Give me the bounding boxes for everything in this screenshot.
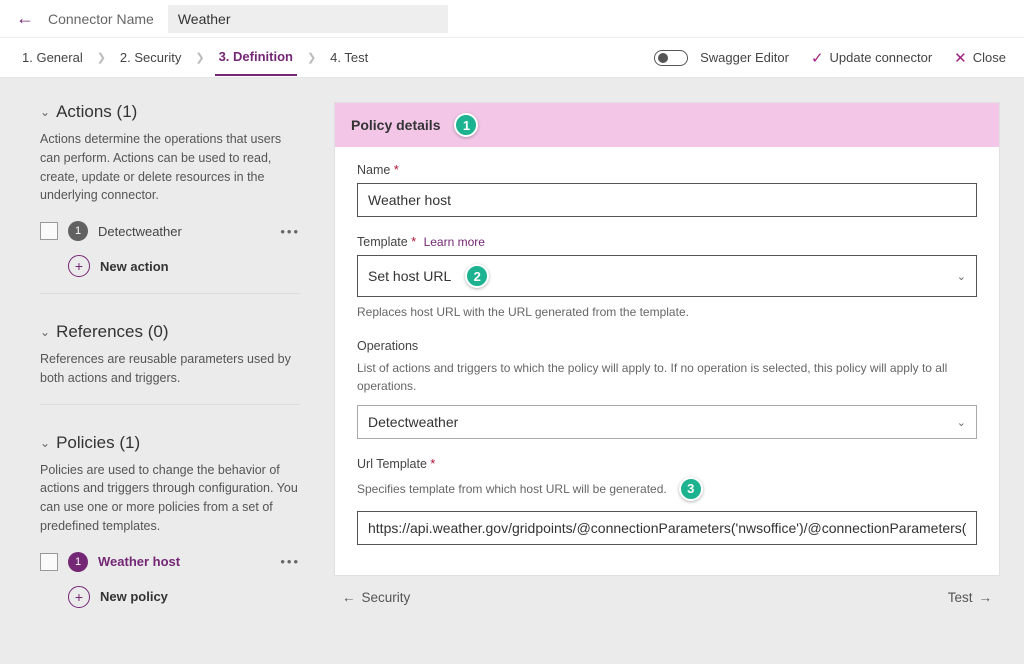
url-template-label: Url Template *: [357, 457, 977, 471]
learn-more-link[interactable]: Learn more: [424, 235, 485, 249]
callout-badge-1: 1: [454, 113, 478, 137]
item-badge: 1: [68, 221, 88, 241]
plus-icon: +: [68, 255, 90, 277]
url-template-help: Specifies template from which host URL w…: [357, 480, 667, 498]
chevron-right-icon: ❯: [97, 51, 106, 64]
operations-label: Operations: [357, 339, 977, 353]
sidebar-references-header[interactable]: ⌄ References (0): [40, 322, 300, 342]
field-template: Template * Learn more Set host URL 2 ⌄ R…: [357, 235, 977, 321]
sidebar-references-desc: References are reusable parameters used …: [40, 350, 300, 388]
template-help: Replaces host URL with the URL generated…: [357, 303, 977, 321]
arrow-left-icon: ←: [342, 590, 356, 605]
sidebar-policy-item[interactable]: 1 Weather host •••: [40, 548, 300, 576]
close-label: Close: [973, 50, 1006, 65]
next-step-label: Test: [948, 590, 973, 605]
operations-select[interactable]: Detectweather ⌄: [357, 405, 977, 439]
sidebar-references-title: References (0): [56, 322, 168, 342]
sidebar-action-item[interactable]: 1 Detectweather •••: [40, 217, 300, 245]
required-indicator: *: [411, 235, 416, 249]
update-connector-button[interactable]: ✓ Update connector: [811, 49, 932, 67]
chevron-right-icon: ❯: [195, 51, 204, 64]
checkbox[interactable]: [40, 222, 58, 240]
close-button[interactable]: ✕ Close: [954, 49, 1006, 67]
toggle-icon: [654, 50, 688, 66]
sidebar: ⌄ Actions (1) Actions determine the oper…: [40, 102, 300, 664]
main-panel-area: Policy details 1 Name * Template * Learn…: [334, 102, 1000, 664]
tab-definition[interactable]: 3. Definition: [215, 39, 297, 76]
action-item-label: Detectweather: [98, 224, 182, 239]
more-icon[interactable]: •••: [280, 554, 300, 569]
operations-value: Detectweather: [368, 414, 458, 430]
new-action-label: New action: [100, 259, 169, 274]
update-label: Update connector: [830, 50, 933, 65]
url-template-label-text: Url Template: [357, 457, 427, 471]
tab-general[interactable]: 1. General: [18, 40, 87, 75]
bottom-nav: ← Security Test →: [334, 576, 1000, 605]
checkbox[interactable]: [40, 553, 58, 571]
chevron-down-icon: ⌄: [957, 416, 966, 429]
divider: [40, 404, 300, 405]
top-bar: ← Connector Name: [0, 0, 1024, 38]
sidebar-policies-section: ⌄ Policies (1) Policies are used to chan…: [40, 433, 300, 608]
template-label: Template * Learn more: [357, 235, 977, 249]
prev-step-label: Security: [362, 590, 411, 605]
tab-test[interactable]: 4. Test: [326, 40, 372, 75]
wizard-tabs: 1. General ❯ 2. Security ❯ 3. Definition…: [0, 38, 1024, 78]
chevron-down-icon: ⌄: [40, 436, 50, 450]
item-badge: 1: [68, 552, 88, 572]
operations-help: List of actions and triggers to which th…: [357, 359, 977, 395]
url-template-input[interactable]: [357, 511, 977, 545]
template-label-text: Template: [357, 235, 408, 249]
connector-name-input[interactable]: [168, 5, 448, 33]
field-operations: Operations List of actions and triggers …: [357, 339, 977, 439]
connector-name-label: Connector Name: [48, 11, 154, 27]
close-icon: ✕: [954, 49, 967, 67]
chevron-down-icon: ⌄: [957, 270, 966, 283]
sidebar-references-section: ⌄ References (0) References are reusable…: [40, 322, 300, 405]
name-label: Name *: [357, 163, 977, 177]
sidebar-policies-title: Policies (1): [56, 433, 140, 453]
chevron-down-icon: ⌄: [40, 105, 50, 119]
required-indicator: *: [430, 457, 435, 471]
new-action-button[interactable]: + New action: [68, 255, 300, 277]
callout-badge-3: 3: [679, 477, 703, 501]
required-indicator: *: [394, 163, 399, 177]
field-name: Name *: [357, 163, 977, 217]
name-input[interactable]: [357, 183, 977, 217]
divider: [40, 293, 300, 294]
back-arrow-icon[interactable]: ←: [16, 8, 34, 29]
panel-header: Policy details 1: [335, 103, 999, 147]
callout-badge-2: 2: [465, 264, 489, 288]
sidebar-actions-header[interactable]: ⌄ Actions (1): [40, 102, 300, 122]
panel-title: Policy details: [351, 117, 440, 133]
sidebar-actions-section: ⌄ Actions (1) Actions determine the oper…: [40, 102, 300, 294]
sidebar-policies-desc: Policies are used to change the behavior…: [40, 461, 300, 536]
plus-icon: +: [68, 586, 90, 608]
sidebar-actions-title: Actions (1): [56, 102, 137, 122]
field-url-template: Url Template * Specifies template from w…: [357, 457, 977, 545]
more-icon[interactable]: •••: [280, 224, 300, 239]
policy-details-panel: Policy details 1 Name * Template * Learn…: [334, 102, 1000, 576]
next-step-link[interactable]: Test →: [948, 590, 992, 605]
chevron-down-icon: ⌄: [40, 325, 50, 339]
swagger-label: Swagger Editor: [700, 50, 789, 65]
new-policy-label: New policy: [100, 589, 168, 604]
name-label-text: Name: [357, 163, 390, 177]
new-policy-button[interactable]: + New policy: [68, 586, 300, 608]
prev-step-link[interactable]: ← Security: [342, 590, 410, 605]
sidebar-policies-header[interactable]: ⌄ Policies (1): [40, 433, 300, 453]
sidebar-actions-desc: Actions determine the operations that us…: [40, 130, 300, 205]
arrow-right-icon: →: [979, 590, 993, 605]
tab-security[interactable]: 2. Security: [116, 40, 185, 75]
check-icon: ✓: [811, 49, 824, 67]
policy-item-label: Weather host: [98, 554, 180, 569]
template-select[interactable]: Set host URL 2 ⌄: [357, 255, 977, 297]
chevron-right-icon: ❯: [307, 51, 316, 64]
swagger-toggle[interactable]: Swagger Editor: [654, 50, 789, 66]
template-value: Set host URL: [368, 268, 451, 284]
